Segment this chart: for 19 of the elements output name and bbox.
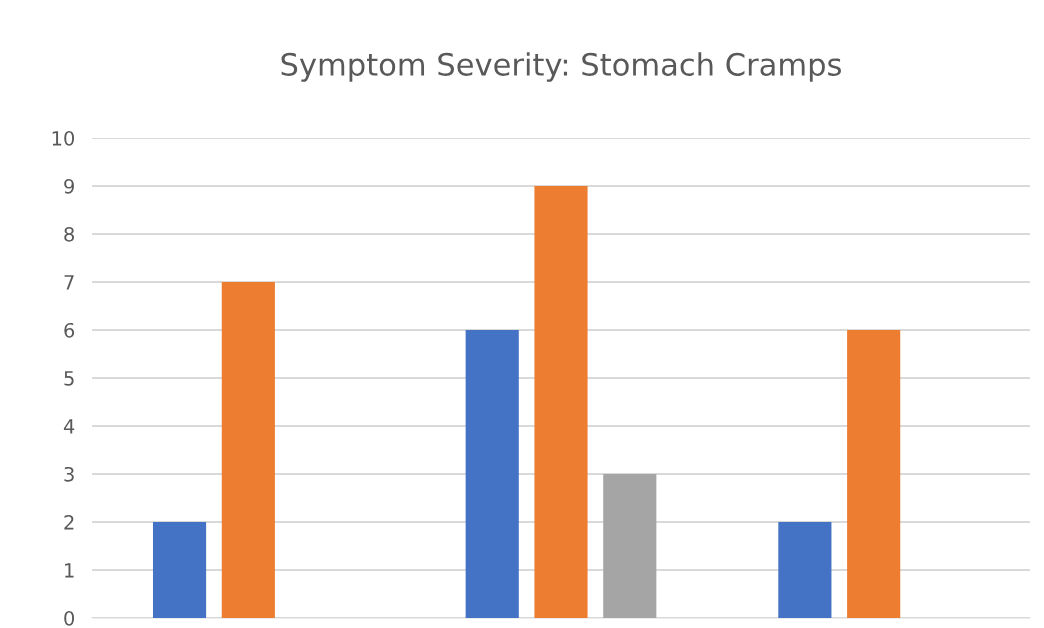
bar (465, 330, 519, 618)
y-tick-label: 1 (65, 563, 74, 578)
y-tick-label: 0 (64, 610, 75, 626)
y-tick-label: 8 (64, 226, 74, 242)
y-tick-label: 5 (64, 371, 74, 386)
y-tick-label: 3 (64, 466, 74, 482)
bar (847, 330, 901, 618)
y-tick-label: 7 (64, 275, 74, 290)
bar (778, 522, 832, 618)
y-tick-label: 2 (64, 514, 74, 530)
chart-title: Symptom Severity: Stomach Cramps (281, 52, 841, 82)
y-tick-label: 6 (64, 322, 75, 338)
bar (152, 522, 207, 618)
y-tick-label: 10 (52, 130, 75, 146)
bar (603, 474, 657, 618)
y-tick-label: 4 (63, 419, 75, 434)
bar (221, 282, 275, 618)
y-tick-label: 9 (64, 178, 74, 194)
bar (534, 186, 588, 618)
